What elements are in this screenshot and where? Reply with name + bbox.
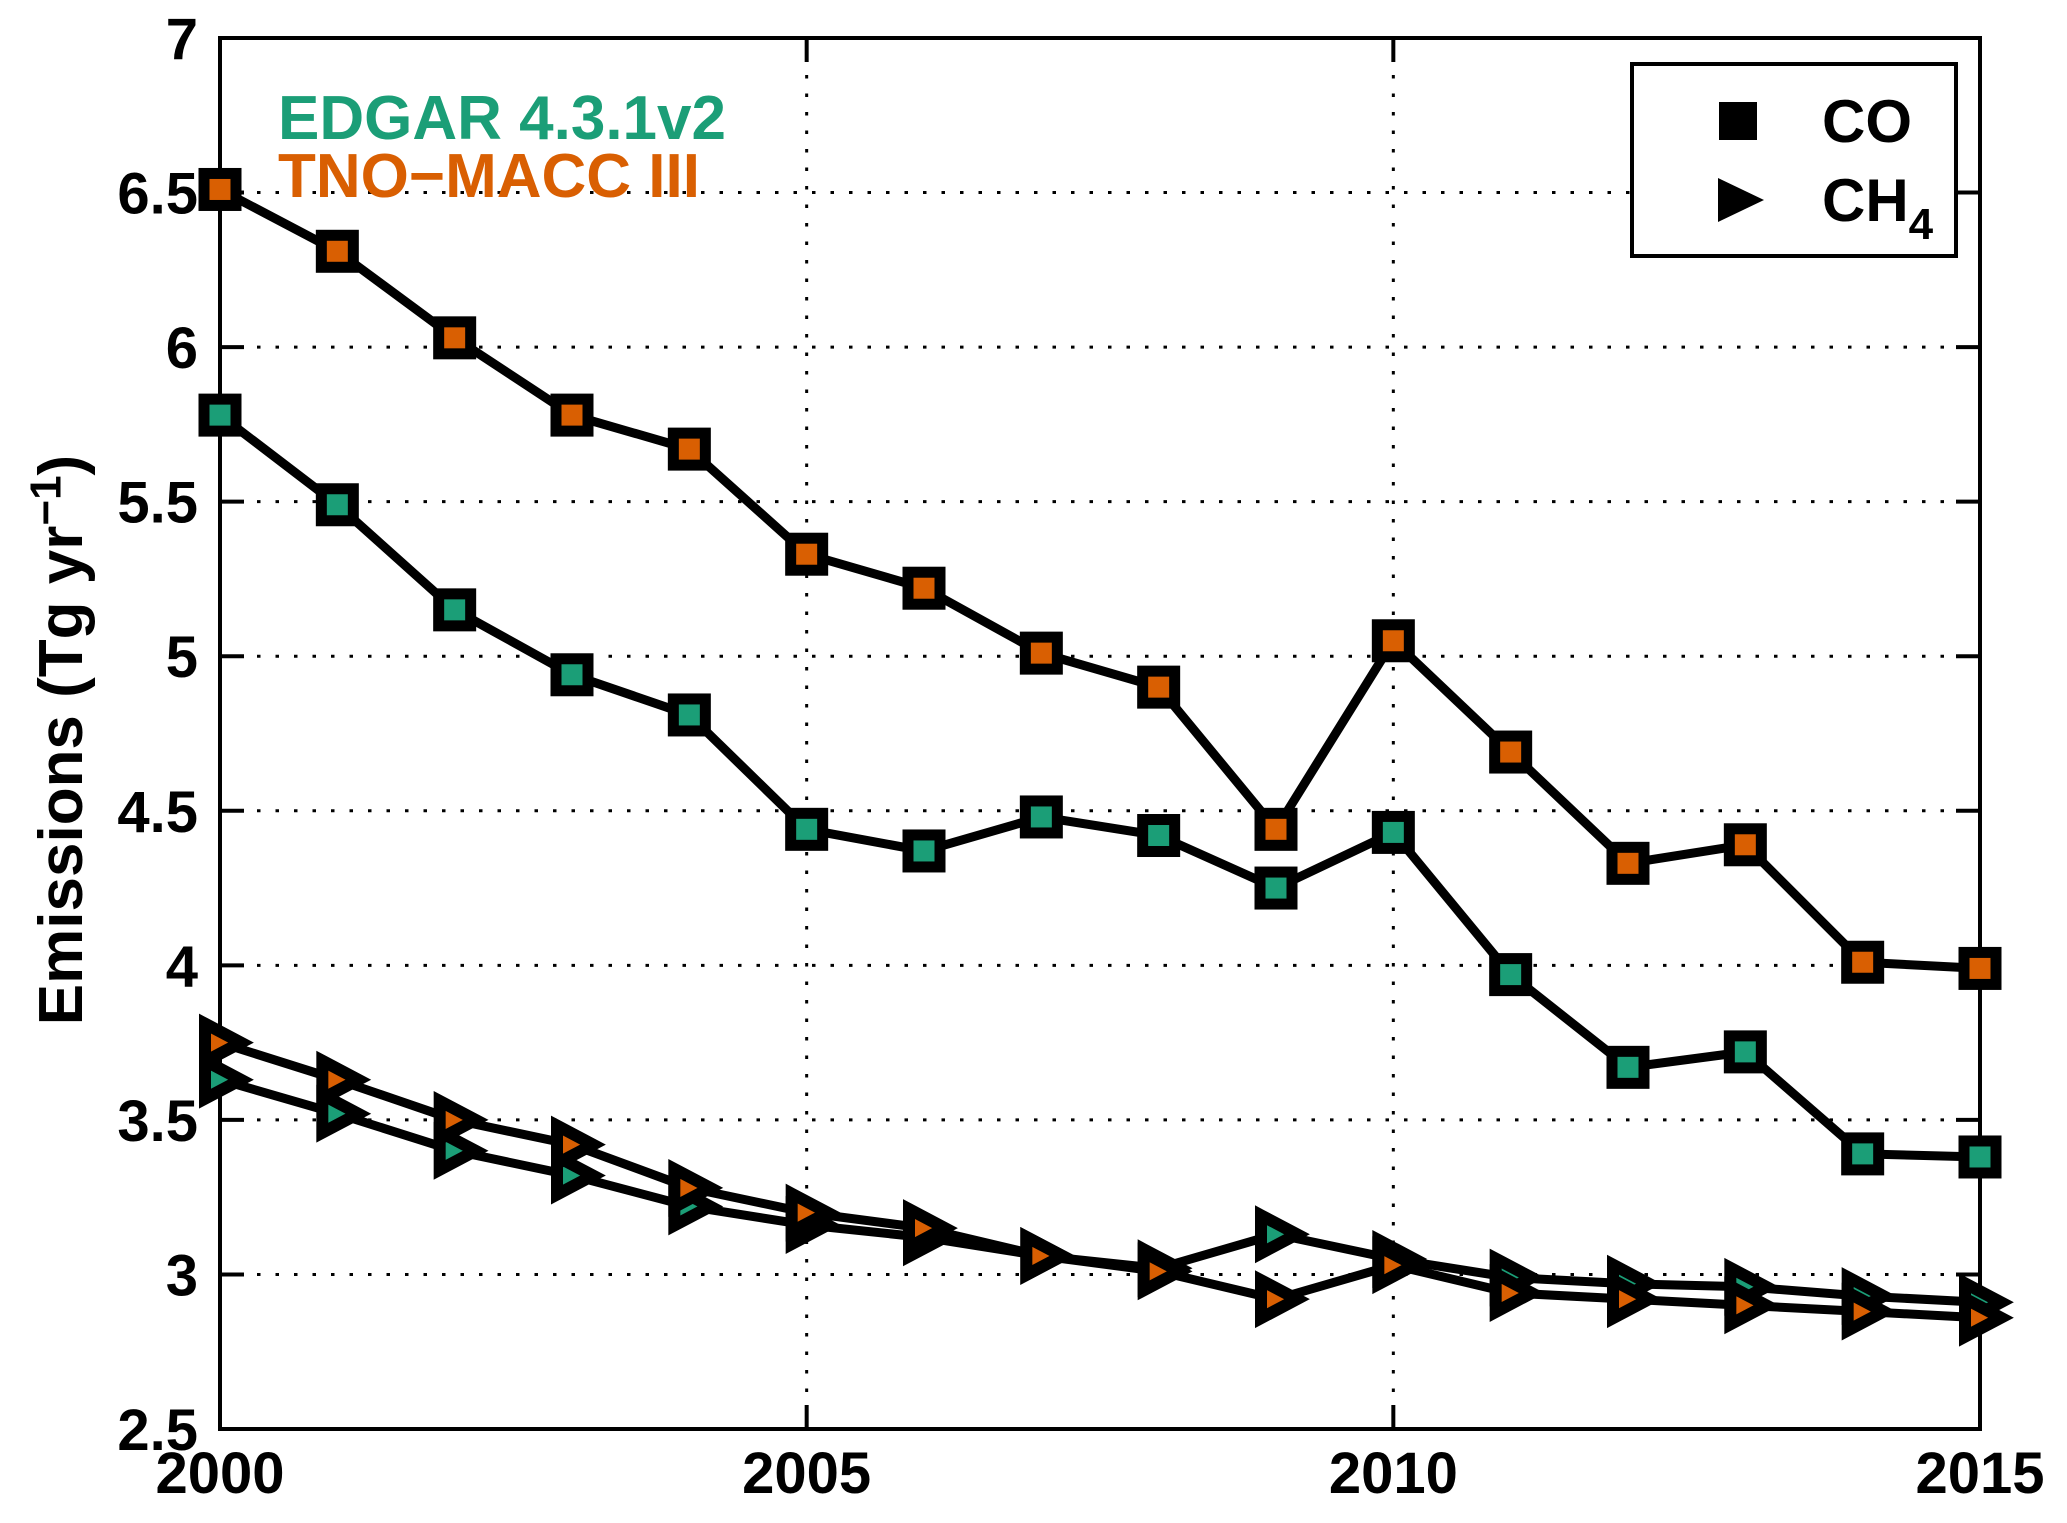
- y-tick-label: 6: [166, 316, 198, 381]
- y-axis-label-main: Emissions (Tg yr: [27, 525, 96, 1026]
- marker-triangle: [551, 1146, 606, 1205]
- marker-square: [785, 532, 829, 576]
- marker-square: [198, 167, 242, 211]
- y-axis-label-close: ): [27, 454, 96, 476]
- marker-square: [433, 588, 477, 632]
- y-tick-label: 5: [166, 625, 198, 690]
- marker-square: [315, 483, 359, 527]
- marker-square: [1019, 795, 1063, 839]
- x-tick-label: 2015: [1915, 1441, 2044, 1506]
- plot-box: [218, 36, 1982, 1431]
- marker-square: [1254, 807, 1298, 851]
- y-tick-label: 4: [166, 934, 198, 999]
- marker-triangle: [1255, 1270, 1310, 1329]
- marker-square: [1841, 1132, 1885, 1176]
- y-tick-label: 3: [166, 1243, 198, 1308]
- marker-triangle: [316, 1084, 372, 1143]
- marker-square: [550, 393, 594, 437]
- marker-triangle: [199, 1013, 254, 1072]
- marker-square: [902, 829, 946, 873]
- marker-triangle: [551, 1115, 606, 1174]
- legend-marker-co: [1719, 102, 1757, 140]
- marker-square: [1137, 814, 1181, 858]
- marker-square: [1723, 823, 1767, 867]
- x-tick-label: 2000: [155, 1441, 284, 1506]
- y-tick-label: 5.5: [117, 471, 198, 536]
- marker-square: [550, 653, 594, 697]
- x-tick-label: 2005: [742, 1441, 871, 1506]
- marker-square: [1489, 953, 1533, 997]
- marker-square: [1958, 946, 2002, 990]
- marker-triangle: [785, 1183, 841, 1242]
- series-line-ch4-edgar: [215, 1075, 1985, 1307]
- y-tick-label: 6.5: [117, 162, 198, 227]
- marker-square: [1019, 631, 1063, 675]
- tno-source-label: TNO−MACC III: [278, 142, 700, 211]
- marker-square: [1606, 841, 1650, 885]
- y-tick-label: 2.5: [117, 1398, 198, 1463]
- series-line-ch4-tno: [215, 1038, 1985, 1323]
- marker-triangle: [1255, 1205, 1310, 1264]
- marker-triangle: [1489, 1264, 1545, 1322]
- marker-square: [1371, 619, 1415, 663]
- marker-square: [1958, 1135, 2002, 1179]
- legend-label-co: CO: [1822, 88, 1912, 155]
- marker-triangle: [1607, 1270, 1662, 1329]
- marker-square: [1371, 810, 1415, 854]
- series-line-co-edgar: [215, 410, 1985, 1162]
- marker-square: [198, 393, 242, 437]
- marker-square: [785, 807, 829, 851]
- legend-marker-ch4: [1718, 178, 1764, 222]
- marker-square: [667, 427, 711, 471]
- marker-square: [433, 316, 477, 360]
- series-line-co-tno: [215, 184, 1985, 973]
- marker-triangle: [199, 1050, 254, 1109]
- marker-triangle: [1841, 1282, 1897, 1341]
- y-tick-label: 3.5: [117, 1089, 198, 1154]
- y-axis-label-superscript: −1: [21, 475, 71, 526]
- marker-triangle: [1724, 1276, 1780, 1335]
- y-tick-label: 4.5: [117, 780, 198, 845]
- marker-triangle: [903, 1199, 958, 1258]
- marker-triangle: [668, 1158, 724, 1217]
- marker-triangle: [316, 1050, 372, 1109]
- edgar-source-label: EDGAR 4.3.1v2: [278, 84, 726, 153]
- marker-triangle: [433, 1121, 489, 1180]
- marker-square: [1841, 940, 1885, 984]
- y-tick-label: 7: [166, 7, 198, 72]
- x-tick-label: 2010: [1329, 1441, 1458, 1506]
- y-axis-label: Emissions (Tg yr−1): [21, 290, 102, 1190]
- marker-square: [902, 566, 946, 610]
- legend-box: [1630, 62, 1958, 258]
- marker-square: [1254, 866, 1298, 910]
- marker-square: [1606, 1045, 1650, 1089]
- marker-triangle: [1372, 1236, 1428, 1295]
- marker-square: [667, 693, 711, 737]
- marker-triangle: [433, 1090, 489, 1149]
- marker-triangle: [1959, 1288, 2014, 1347]
- marker-triangle: [1020, 1226, 1076, 1285]
- marker-square: [1489, 730, 1533, 774]
- marker-triangle: [1137, 1242, 1193, 1301]
- marker-square: [1137, 665, 1181, 709]
- marker-square: [315, 229, 359, 273]
- marker-square: [1723, 1030, 1767, 1074]
